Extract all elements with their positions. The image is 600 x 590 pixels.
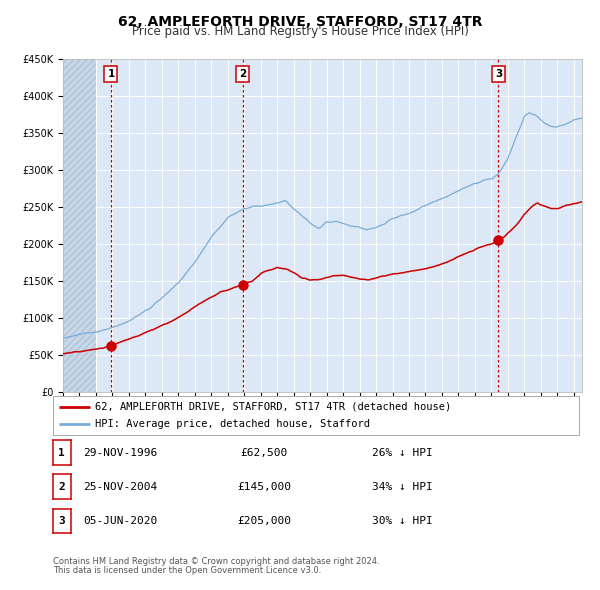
Bar bbox=[63, 59, 96, 392]
Text: 2: 2 bbox=[239, 69, 246, 79]
Text: 62, AMPLEFORTH DRIVE, STAFFORD, ST17 4TR (detached house): 62, AMPLEFORTH DRIVE, STAFFORD, ST17 4TR… bbox=[95, 402, 451, 412]
Text: This data is licensed under the Open Government Licence v3.0.: This data is licensed under the Open Gov… bbox=[53, 566, 321, 575]
Text: Contains HM Land Registry data © Crown copyright and database right 2024.: Contains HM Land Registry data © Crown c… bbox=[53, 558, 379, 566]
Text: 34% ↓ HPI: 34% ↓ HPI bbox=[371, 482, 433, 491]
Text: 25-NOV-2004: 25-NOV-2004 bbox=[83, 482, 157, 491]
Text: £62,500: £62,500 bbox=[241, 448, 287, 457]
Text: 26% ↓ HPI: 26% ↓ HPI bbox=[371, 448, 433, 457]
Text: 29-NOV-1996: 29-NOV-1996 bbox=[83, 448, 157, 457]
Text: 1: 1 bbox=[107, 69, 115, 79]
Text: 2: 2 bbox=[58, 482, 65, 491]
Text: 30% ↓ HPI: 30% ↓ HPI bbox=[371, 516, 433, 526]
Text: £205,000: £205,000 bbox=[237, 516, 291, 526]
Text: 3: 3 bbox=[495, 69, 502, 79]
Text: 62, AMPLEFORTH DRIVE, STAFFORD, ST17 4TR: 62, AMPLEFORTH DRIVE, STAFFORD, ST17 4TR bbox=[118, 15, 482, 29]
Text: 3: 3 bbox=[58, 516, 65, 526]
Text: 05-JUN-2020: 05-JUN-2020 bbox=[83, 516, 157, 526]
Text: HPI: Average price, detached house, Stafford: HPI: Average price, detached house, Staf… bbox=[95, 419, 370, 430]
Text: 1: 1 bbox=[58, 448, 65, 457]
Text: £145,000: £145,000 bbox=[237, 482, 291, 491]
Text: Price paid vs. HM Land Registry's House Price Index (HPI): Price paid vs. HM Land Registry's House … bbox=[131, 25, 469, 38]
